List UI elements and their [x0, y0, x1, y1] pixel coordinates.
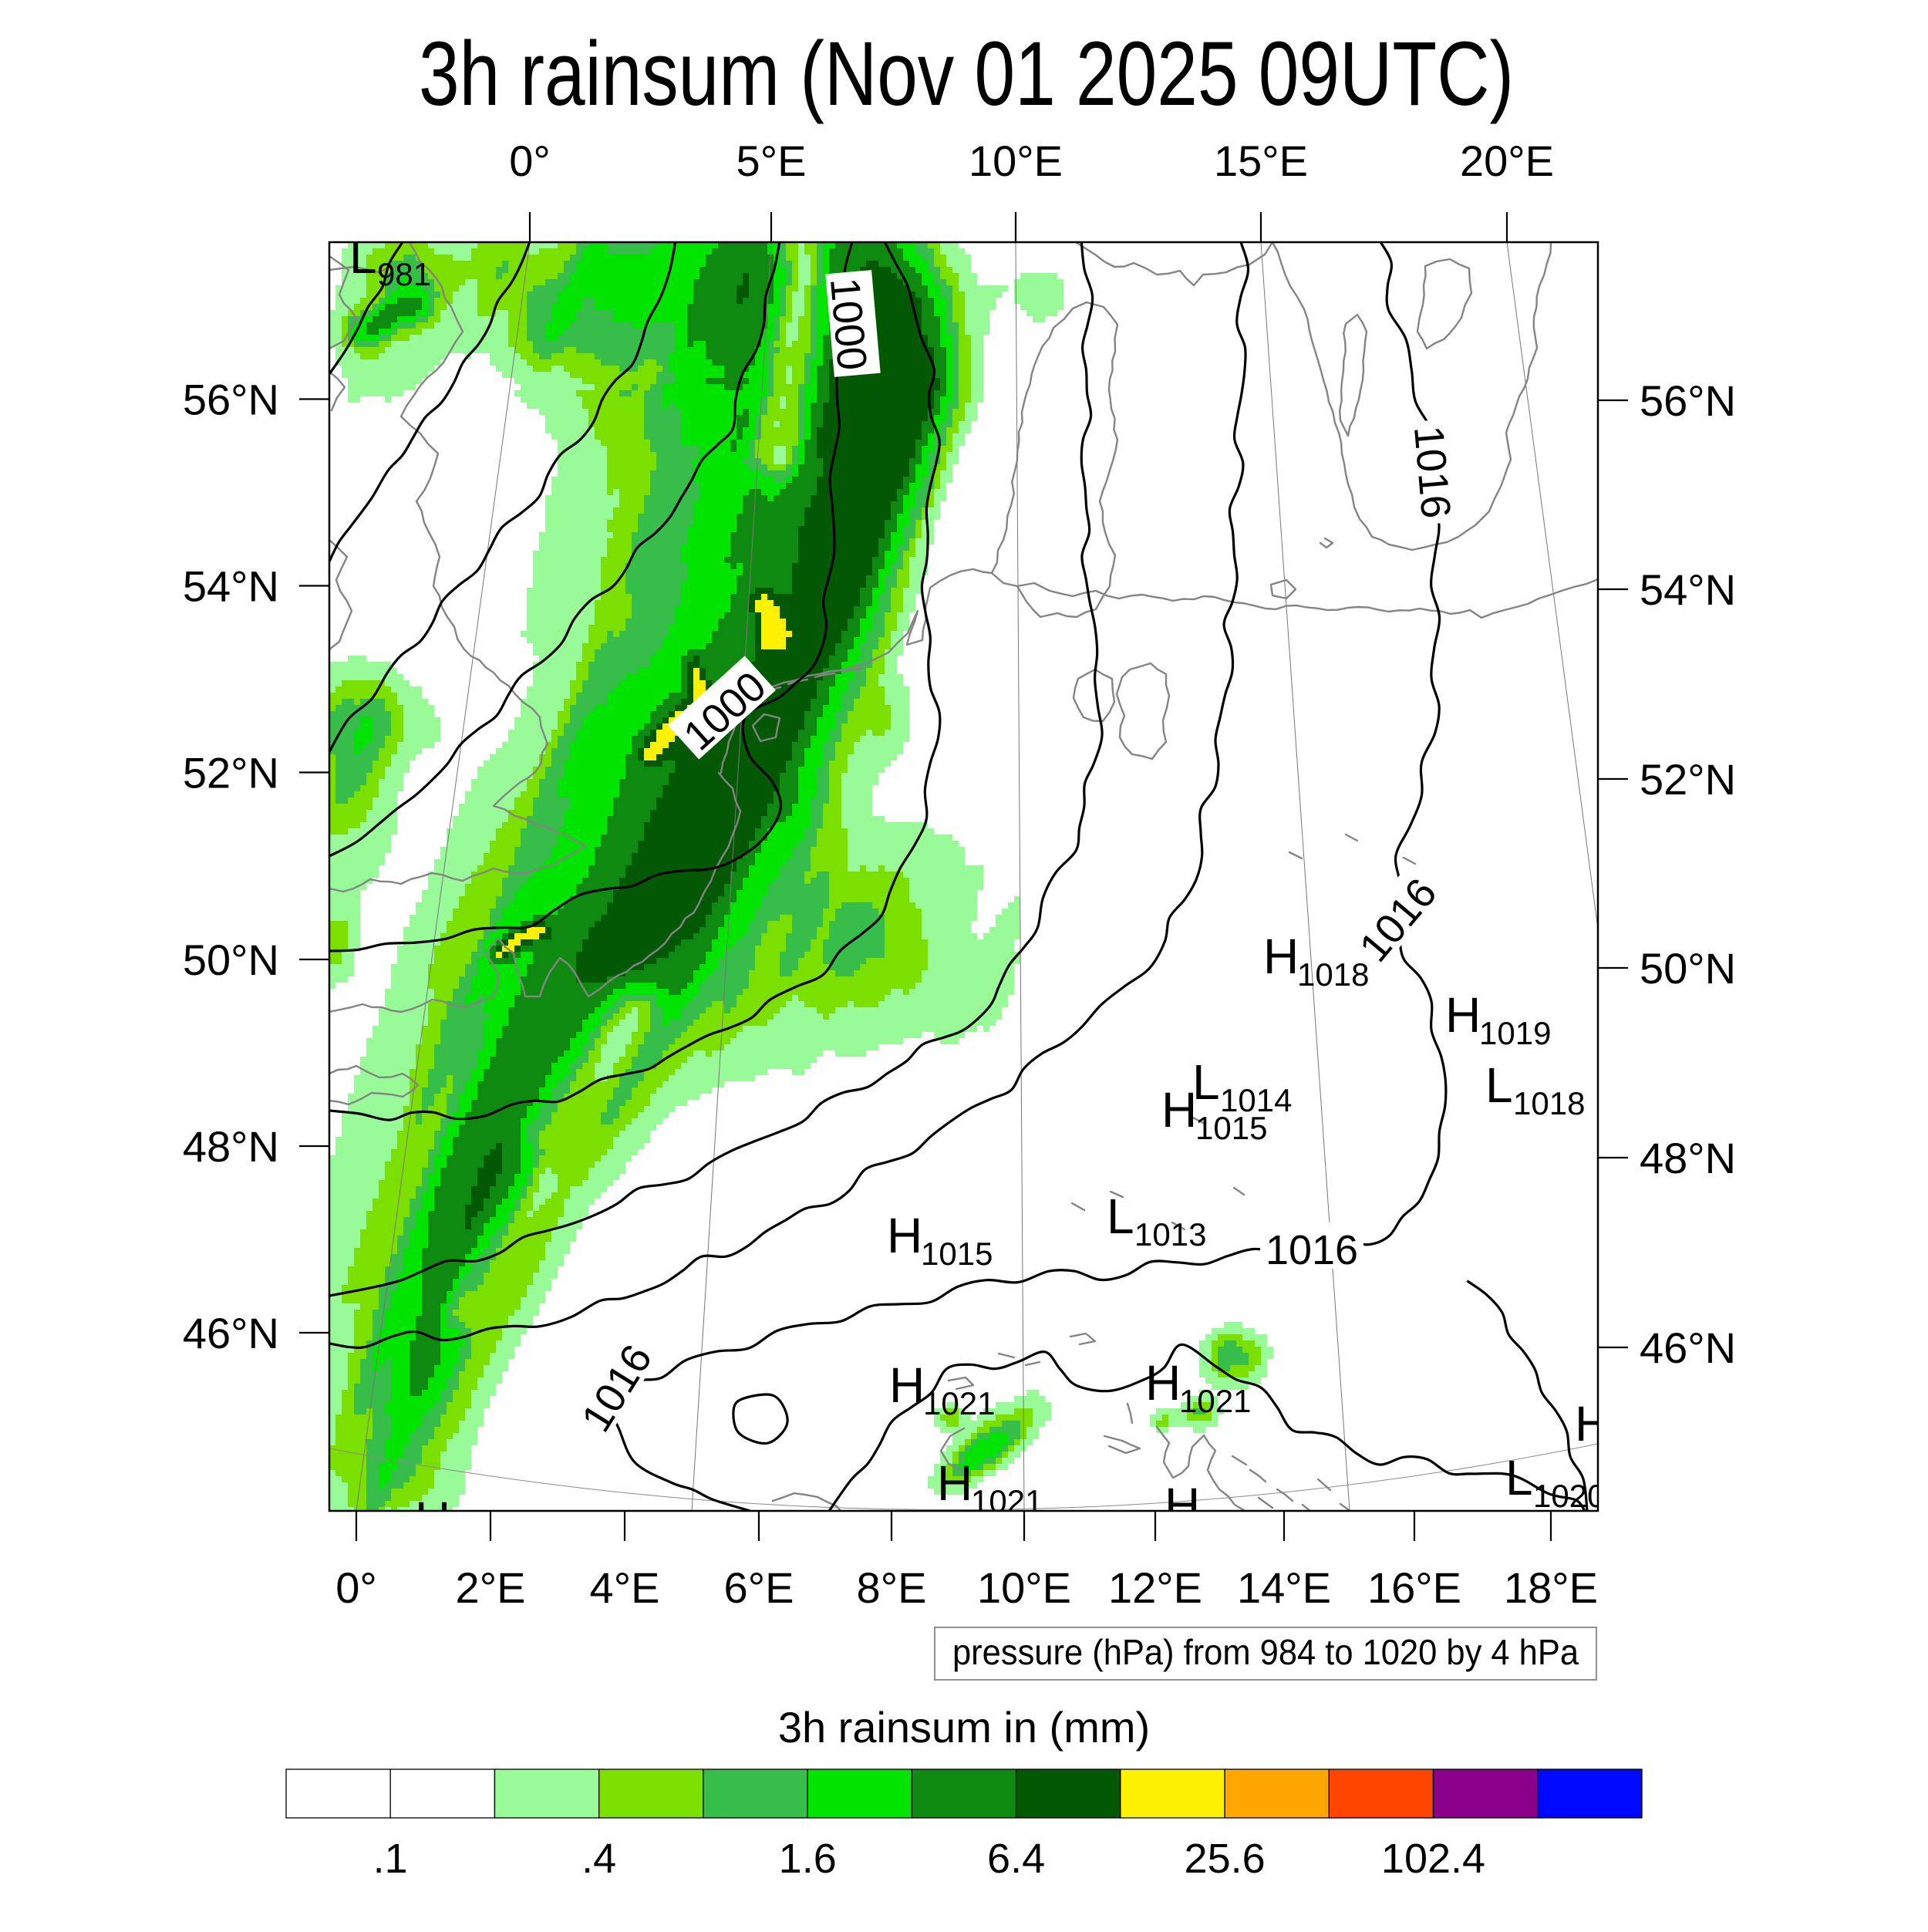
svg-text:3h rainsum (Nov 01 2025 09UTC): 3h rainsum (Nov 01 2025 09UTC): [419, 23, 1514, 125]
svg-text:12°E: 12°E: [1108, 1563, 1202, 1612]
svg-text:H: H: [415, 1492, 450, 1547]
svg-text:H: H: [889, 1357, 925, 1413]
svg-text:H: H: [1161, 1082, 1197, 1138]
svg-text:.4: .4: [581, 1836, 616, 1882]
svg-text:15°E: 15°E: [1214, 137, 1308, 185]
svg-text:H: H: [1445, 987, 1481, 1043]
svg-text:1019: 1019: [1479, 1015, 1551, 1051]
svg-text:5°E: 5°E: [736, 137, 807, 185]
svg-text:4°E: 4°E: [590, 1563, 660, 1612]
svg-text:H: H: [937, 1455, 972, 1511]
svg-text:0°: 0°: [509, 137, 551, 185]
svg-text:1016: 1016: [1266, 1227, 1358, 1273]
svg-text:50°N: 50°N: [183, 936, 279, 984]
svg-text:1015: 1015: [1195, 1110, 1267, 1146]
svg-text:16°E: 16°E: [1367, 1563, 1461, 1612]
svg-text:981: 981: [377, 256, 431, 292]
svg-text:52°N: 52°N: [183, 749, 279, 797]
svg-text:H: H: [887, 1208, 922, 1263]
svg-text:H: H: [1263, 929, 1299, 984]
svg-text:0°: 0°: [335, 1563, 377, 1612]
svg-text:6°E: 6°E: [724, 1563, 794, 1612]
svg-text:pressure (hPa) from 984 to 102: pressure (hPa) from 984 to 1020 by 4 hPa: [952, 1632, 1579, 1672]
svg-text:L: L: [1485, 1057, 1513, 1113]
svg-text:56°N: 56°N: [183, 376, 279, 424]
svg-text:48°N: 48°N: [1640, 1134, 1736, 1182]
svg-text:56°N: 56°N: [1640, 376, 1736, 425]
svg-text:H: H: [1165, 1478, 1200, 1533]
svg-text:1018: 1018: [1297, 956, 1369, 993]
svg-text:1021: 1021: [923, 1385, 995, 1421]
svg-text:10°E: 10°E: [969, 137, 1063, 185]
svg-text:1021: 1021: [971, 1483, 1043, 1519]
svg-text:18°E: 18°E: [1504, 1563, 1598, 1612]
svg-text:1014: 1014: [1220, 1082, 1292, 1118]
svg-text:H: H: [1575, 1396, 1610, 1452]
svg-text:54°N: 54°N: [1640, 565, 1736, 614]
svg-text:L: L: [1192, 1054, 1220, 1110]
svg-text:2°E: 2°E: [456, 1563, 526, 1612]
svg-text:H: H: [1145, 1355, 1181, 1411]
svg-text:.1: .1: [373, 1836, 408, 1882]
svg-text:1016: 1016: [1405, 424, 1459, 521]
svg-text:20°E: 20°E: [1460, 137, 1554, 185]
svg-text:48°N: 48°N: [183, 1122, 279, 1171]
svg-text:14°E: 14°E: [1237, 1563, 1331, 1612]
svg-text:L: L: [1107, 1189, 1134, 1244]
svg-text:50°N: 50°N: [1640, 944, 1736, 993]
svg-text:6.4: 6.4: [987, 1836, 1045, 1882]
svg-text:3h rainsum in (mm): 3h rainsum in (mm): [778, 1703, 1150, 1752]
svg-text:1020: 1020: [1533, 1478, 1605, 1514]
svg-text:102.4: 102.4: [1381, 1836, 1485, 1882]
svg-text:L: L: [1505, 1450, 1533, 1505]
svg-text:10°E: 10°E: [977, 1563, 1071, 1612]
svg-text:8°E: 8°E: [857, 1563, 927, 1612]
svg-text:1013: 1013: [1134, 1216, 1206, 1253]
svg-text:1018: 1018: [1513, 1085, 1585, 1121]
svg-text:1.6: 1.6: [779, 1836, 837, 1882]
svg-text:L: L: [349, 228, 377, 284]
svg-text:25.6: 25.6: [1185, 1836, 1266, 1882]
svg-text:46°N: 46°N: [183, 1309, 279, 1357]
svg-text:1015: 1015: [921, 1236, 993, 1272]
svg-text:54°N: 54°N: [183, 562, 279, 611]
svg-text:46°N: 46°N: [1640, 1323, 1736, 1372]
svg-text:1021: 1021: [1198, 1505, 1270, 1542]
svg-text:1000: 1000: [821, 276, 875, 373]
svg-text:52°N: 52°N: [1640, 755, 1736, 804]
svg-text:1021: 1021: [1179, 1383, 1251, 1419]
